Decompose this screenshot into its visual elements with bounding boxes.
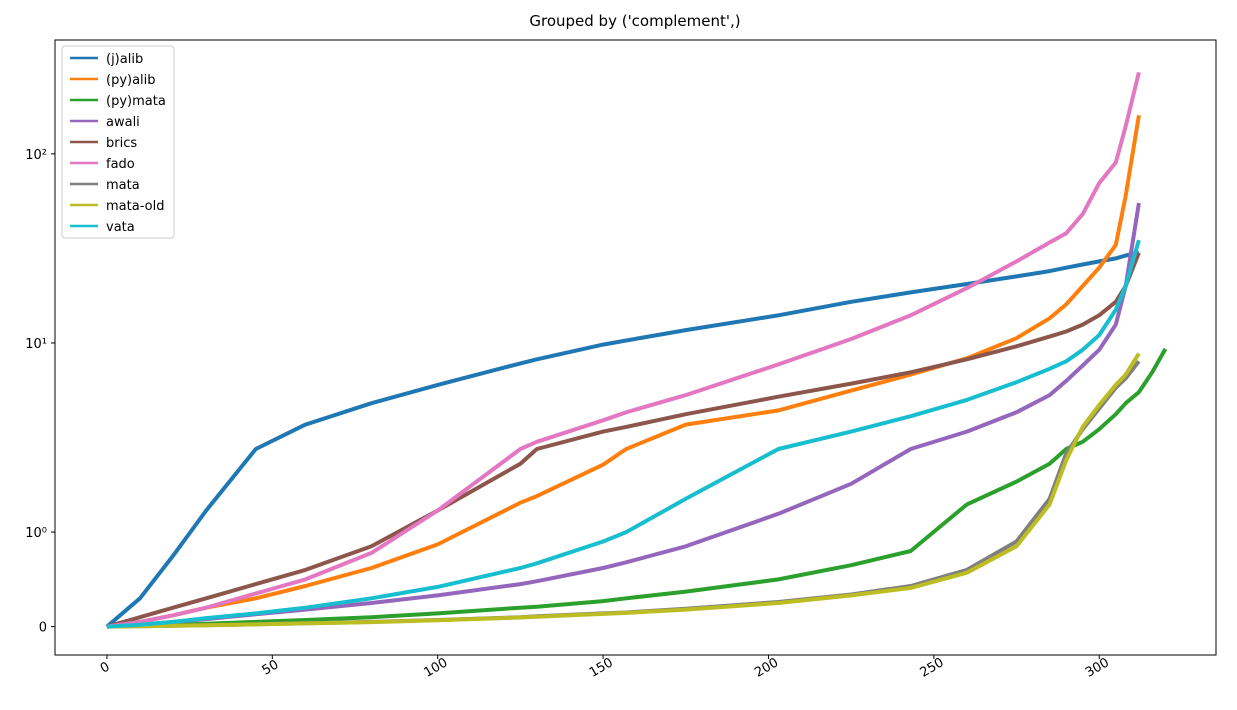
series-line — [105, 250, 1140, 629]
x-tick-label: 200 — [752, 655, 781, 680]
legend-label: mata-old — [106, 199, 164, 214]
series-line — [106, 251, 1141, 629]
series-line — [106, 239, 1141, 629]
series-line — [106, 71, 1141, 629]
legend-label: (py)mata — [106, 94, 166, 109]
x-tick-label: 100 — [421, 655, 450, 680]
y-tick-label: 0 — [39, 621, 47, 636]
plot-frame — [54, 39, 1217, 656]
x-tick-label: 150 — [587, 655, 616, 680]
legend-label: vata — [106, 220, 135, 235]
x-tick-label: 250 — [918, 655, 947, 680]
legend-label: (j)alib — [106, 52, 143, 67]
chart-title: Grouped by ('complement',) — [529, 12, 740, 30]
y-tick-label: 10⁰ — [25, 526, 47, 541]
legend-label: awali — [106, 115, 140, 130]
series-line — [106, 360, 1141, 629]
x-tick-label: 300 — [1083, 655, 1112, 680]
legend-label: mata — [106, 178, 140, 193]
x-tick-label: 50 — [260, 657, 282, 678]
x-tick-label: 0 — [98, 659, 113, 676]
series-line — [106, 347, 1168, 629]
y-tick-label: 10¹ — [25, 337, 47, 352]
series-line — [106, 352, 1141, 629]
legend-label: fado — [106, 157, 135, 172]
legend-label: (py)alib — [106, 73, 156, 88]
legend-box — [61, 45, 175, 239]
legend-label: brics — [106, 136, 137, 151]
y-tick-label: 10² — [25, 148, 47, 163]
series-line — [106, 114, 1141, 629]
